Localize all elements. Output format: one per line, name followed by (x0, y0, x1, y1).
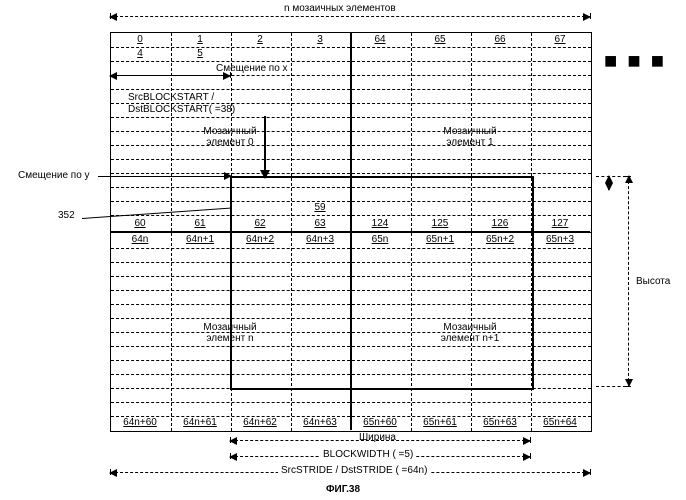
tile-label-0: Мозаичный элемент 0 (190, 126, 270, 148)
blockstart-l1: SrcBLOCKSTART / (128, 92, 214, 103)
cell-b-3: 64n+63 (292, 417, 348, 428)
tile-label-1-l1: Мозаичный (443, 126, 496, 137)
blockwidth-label: BLOCKWIDTH ( =5) (320, 449, 416, 461)
cell-b-5: 65n+61 (412, 417, 468, 428)
width-tick-r (530, 437, 531, 443)
blockstart-l2: DstBLOCKSTART( =38) (128, 104, 235, 115)
cell-b-4: 65n+60 (352, 417, 408, 428)
cell-top-0: 0 (115, 34, 165, 45)
offset-y-arrow-tip (224, 172, 232, 180)
cell-b-2: 64n+62 (232, 417, 288, 428)
cell-m1-7: 127 (535, 218, 585, 229)
cell-m2-7: 65n+3 (535, 234, 585, 245)
figure-caption: ФИГ.38 (326, 484, 360, 496)
tile-label-0-l2: элемент 0 (206, 137, 253, 148)
width-tick-l (230, 437, 231, 443)
cell-top-1: 1 (175, 34, 225, 45)
height-dim (628, 176, 629, 386)
cell-top-64: 64 (355, 34, 405, 45)
bw-tick-l (230, 453, 231, 459)
offset-x-arrow-right (170, 75, 230, 76)
cell-b-0: 64n+60 (112, 417, 168, 428)
cell-m2-1: 64n+1 (175, 234, 225, 245)
tile-label-1: Мозаичный элемент 1 (430, 126, 510, 148)
height-label: Высота (636, 276, 670, 288)
region-352 (230, 176, 534, 390)
cell-b-1: 64n+61 (172, 417, 228, 428)
stride-label: SrcSTRIDE / DstSTRIDE ( =64n) (278, 465, 430, 477)
cell-top-3: 3 (295, 34, 345, 45)
dim-top-tick-right (590, 13, 591, 19)
dim-top-tick-left (110, 13, 111, 19)
cell-b-6: 65n+63 (472, 417, 528, 428)
width-dim (230, 440, 530, 441)
dim-top-label: n мозаичных элементов (280, 3, 400, 15)
cell-top-5: 5 (175, 48, 225, 59)
stride-tick-l (110, 469, 111, 475)
ellipsis: ■ ■ ■ (604, 48, 666, 74)
cell-b-7: 65n+64 (532, 417, 588, 428)
offset-y-line (98, 176, 228, 177)
cell-m1-0: 60 (115, 218, 165, 229)
cell-top-65: 65 (415, 34, 465, 45)
cell-top-66: 66 (475, 34, 525, 45)
blockstart-label: SrcBLOCKSTART / DstBLOCKSTART( =38) (128, 92, 235, 116)
bw-tick-r (530, 453, 531, 459)
cell-top-4: 4 (115, 48, 165, 59)
tile-label-0-l1: Мозаичный (203, 126, 256, 137)
row-height-dim (608, 176, 609, 190)
offset-x-arrow-left (110, 75, 170, 76)
width-label: Ширина (356, 432, 399, 444)
offset-y-label: Смещение по y (18, 170, 90, 182)
offset-x-tick (230, 72, 231, 78)
height-guide-bot (596, 386, 626, 387)
cell-top-2: 2 (235, 34, 285, 45)
cell-m2-0: 64n (115, 234, 165, 245)
ref-352: 352 (58, 210, 75, 222)
cell-top-67: 67 (535, 34, 585, 45)
tile-label-1-l2: элемент 1 (446, 137, 493, 148)
dim-top-n-tiles (110, 16, 590, 17)
stride-tick-r (590, 469, 591, 475)
cell-m1-1: 61 (175, 218, 225, 229)
